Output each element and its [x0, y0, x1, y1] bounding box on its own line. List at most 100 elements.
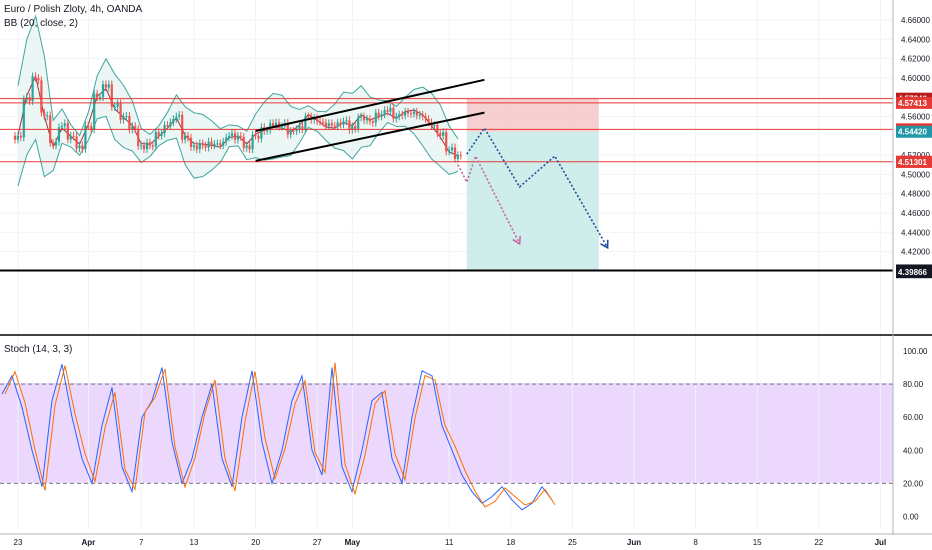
stoch-k-line — [1, 364, 553, 511]
candle-body — [289, 130, 292, 135]
candle-body — [157, 132, 160, 136]
candle-body — [442, 132, 445, 136]
channel-lower — [255, 111, 485, 162]
candle-body — [145, 142, 149, 150]
candle-body — [316, 118, 319, 122]
bollinger-fill — [18, 16, 458, 186]
candle-body — [257, 135, 260, 139]
candle-body — [459, 155, 462, 157]
candle-body — [421, 114, 424, 117]
candle-body — [386, 110, 389, 112]
candle-body — [122, 116, 125, 120]
candle-body — [406, 111, 410, 114]
candle-body — [248, 145, 251, 150]
candle-body — [195, 145, 198, 150]
stoch-tick-label: 80.00 — [903, 380, 924, 389]
candle-body — [37, 77, 40, 81]
candle-body — [60, 126, 63, 128]
candle-body — [192, 145, 195, 148]
candle-body — [69, 135, 72, 140]
candle-body — [398, 114, 401, 117]
candle-body — [19, 135, 22, 138]
candle-body — [456, 155, 459, 159]
stoch-d-line — [4, 362, 556, 508]
candle-body — [225, 137, 228, 142]
candle-body — [377, 112, 380, 117]
candle-body — [409, 113, 413, 115]
candle-body — [351, 126, 354, 130]
oscillator-label: Stoch (14, 3, 3) — [4, 344, 73, 355]
price-tick-label: 4.46000 — [901, 209, 930, 218]
candle-body — [189, 137, 193, 148]
candle-body — [75, 136, 78, 149]
candle-body — [313, 118, 316, 120]
candle-body — [242, 136, 245, 148]
candle-body — [96, 93, 99, 98]
price-tick-label: 4.64000 — [901, 35, 930, 44]
candle-body — [204, 145, 207, 148]
candle-body — [101, 84, 105, 98]
candle-body — [22, 99, 25, 138]
chart-title: Euro / Polish Zloty, 4h, OANDA — [4, 4, 143, 15]
stoch-band — [0, 383, 893, 483]
price-tick-label: 4.66000 — [901, 16, 930, 25]
candle-body — [228, 135, 231, 138]
time-tick-label: Jul — [875, 538, 887, 547]
price-label-box — [896, 155, 932, 168]
candle-body — [178, 114, 181, 117]
candle-body — [280, 126, 283, 128]
time-tick-label: 7 — [139, 538, 144, 547]
candle-body — [125, 115, 128, 117]
candle-body — [448, 150, 451, 152]
candle-body — [219, 143, 222, 146]
channel-upper — [255, 78, 485, 132]
candle-body — [354, 126, 357, 129]
candle-body — [213, 143, 216, 146]
candle-body — [13, 135, 17, 140]
candle-body — [415, 111, 418, 116]
candle-body — [52, 142, 55, 146]
candle-body — [274, 122, 278, 127]
candle-body — [342, 121, 345, 125]
candle-body — [277, 122, 281, 127]
candle-body — [318, 121, 322, 123]
candle-body — [31, 76, 34, 102]
candle-body — [445, 132, 448, 152]
candle-body — [251, 134, 254, 150]
candle-body — [63, 123, 66, 127]
candle-body — [330, 123, 333, 126]
candle-body — [327, 123, 330, 127]
candle-body — [207, 141, 210, 148]
candle-body — [46, 115, 49, 117]
candle-body — [107, 84, 110, 88]
candle-body — [392, 107, 395, 119]
candle-body — [172, 119, 175, 123]
candle-body — [54, 141, 58, 146]
candle-body — [119, 103, 122, 120]
candle-body — [198, 143, 201, 150]
stoch-tick-label: 40.00 — [903, 446, 924, 455]
candle-body — [266, 130, 269, 132]
candle-body — [362, 116, 366, 121]
candle-body — [324, 122, 327, 127]
price-tick-label: 4.50000 — [901, 170, 930, 179]
price-tick-label: 4.60000 — [901, 74, 930, 83]
candle-body — [201, 143, 204, 146]
stoch-tick-label: 20.00 — [903, 479, 924, 488]
projection-arrowhead — [600, 239, 609, 250]
projection-path — [466, 126, 609, 249]
candle-body — [239, 135, 242, 137]
time-tick-label: 23 — [14, 538, 23, 547]
candle-body — [345, 120, 348, 122]
candle-body — [286, 122, 289, 135]
candle-body — [93, 93, 96, 130]
candle-body — [339, 122, 342, 125]
candle-body — [116, 103, 119, 107]
candle-body — [104, 84, 107, 88]
candle-body — [34, 76, 37, 78]
candle-body — [66, 123, 69, 140]
projection-arrowhead — [512, 235, 522, 246]
candle-body — [236, 135, 239, 140]
candle-body — [348, 120, 351, 130]
